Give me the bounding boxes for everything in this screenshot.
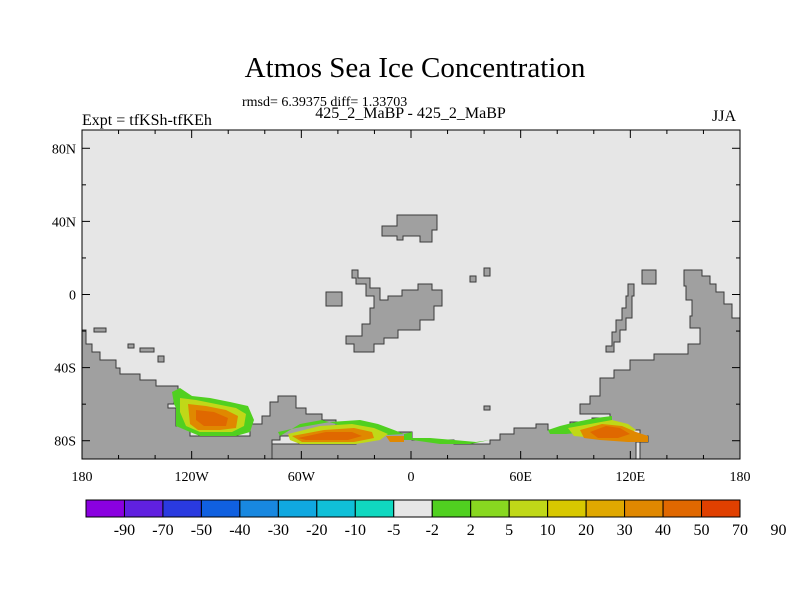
lon-tick-label: 60W bbox=[288, 470, 316, 485]
anomaly-region-weddell-tip bbox=[386, 436, 404, 442]
colorbar-label: -90 bbox=[114, 522, 135, 539]
lon-tick-label: 180 bbox=[72, 470, 93, 485]
lat-tick-label: 80N bbox=[52, 142, 76, 157]
anomaly-region-indian-band bbox=[404, 432, 490, 444]
colorbar-swatch bbox=[123, 499, 164, 518]
colorbar-swatch bbox=[393, 499, 433, 518]
colorbar-label: 50 bbox=[694, 522, 710, 539]
lon-tick-label: 120W bbox=[175, 470, 210, 485]
map-panel: 80N 40N 0 40S 80S 180 120W 60W 0 60E 120E 180 bbox=[52, 129, 751, 485]
colorbar-swatch bbox=[277, 499, 318, 518]
colorbar-swatch bbox=[162, 499, 202, 518]
colorbar-swatch bbox=[624, 499, 664, 518]
lon-tick-label: 120E bbox=[616, 470, 646, 485]
colorbar-swatch bbox=[239, 499, 279, 518]
colorbar-swatch bbox=[508, 499, 549, 518]
lat-tick-label: 80S bbox=[54, 435, 76, 450]
colorbar-label: 70 bbox=[732, 522, 748, 539]
anomaly-region-amundsen-core bbox=[196, 410, 228, 426]
colorbar-swatch bbox=[316, 499, 356, 518]
lat-tick-label: 40S bbox=[54, 362, 76, 377]
chart-title: Atmos Sea Ice Concentration bbox=[244, 52, 586, 84]
colorbar-label: -20 bbox=[306, 522, 327, 539]
colorbar-label: 2 bbox=[467, 522, 475, 539]
colorbar-label: 30 bbox=[617, 522, 633, 539]
lat-tick-label: 40N bbox=[52, 215, 76, 230]
land-island-a bbox=[325, 291, 343, 307]
colorbar-label: 5 bbox=[505, 522, 513, 539]
colorbar-label: -30 bbox=[268, 522, 289, 539]
land-island-c bbox=[483, 267, 491, 277]
land-australia-east bbox=[579, 269, 741, 460]
anomaly-region-east-core bbox=[590, 426, 630, 438]
colorbar-swatch bbox=[662, 499, 703, 518]
colorbar-swatch bbox=[431, 499, 472, 518]
anomaly-contours bbox=[172, 388, 648, 444]
colorbar-label: 40 bbox=[655, 522, 671, 539]
axis-ticks: 80N 40N 0 40S 80S 180 120W 60W 0 60E 120E 180 bbox=[52, 130, 751, 485]
colorbar-swatch bbox=[701, 499, 741, 518]
experiment-subtitle: 425_2_MaBP - 425_2_MaBP bbox=[315, 105, 506, 122]
lon-tick-label: 180 bbox=[730, 470, 751, 485]
land-island-b bbox=[469, 275, 477, 283]
rmsd-diff-stats: rmsd= 6.39375 diff= 1.33703 bbox=[242, 95, 408, 110]
lat-tick-label: 0 bbox=[69, 289, 76, 304]
land-small-islands-mid bbox=[483, 405, 491, 411]
colorbar-swatch bbox=[200, 499, 241, 518]
land-south-america-north bbox=[345, 269, 443, 353]
colorbar-label: 10 bbox=[540, 522, 556, 539]
colorbar-swatch bbox=[85, 499, 125, 518]
land-small-islands-west bbox=[93, 327, 165, 363]
colorbar: -90 -70 -50 -40 -30 -20 -10 -5 -2 2 5 10 20 30 40 50 70 9… bbox=[85, 499, 786, 539]
colorbar-swatch bbox=[354, 499, 395, 518]
colorbar-label: -10 bbox=[345, 522, 366, 539]
colorbar-label: -50 bbox=[191, 522, 212, 539]
colorbar-label: -2 bbox=[426, 522, 439, 539]
season-label: JJA bbox=[712, 108, 737, 125]
land-asia-south bbox=[605, 283, 635, 353]
lon-tick-label: 0 bbox=[408, 470, 415, 485]
land-island-east bbox=[641, 269, 657, 285]
colorbar-swatch bbox=[585, 499, 626, 518]
colorbar-label: 90 bbox=[770, 522, 786, 539]
colorbar-swatch bbox=[547, 499, 587, 518]
colorbar-label: 20 bbox=[578, 522, 594, 539]
lon-tick-label: 60E bbox=[509, 470, 532, 485]
colorbar-swatch bbox=[470, 499, 510, 518]
land-africa bbox=[381, 214, 438, 243]
colorbar-label: -40 bbox=[229, 522, 250, 539]
experiment-label: Expt = tfKSh-tfKEh bbox=[82, 112, 212, 129]
colorbar-label: -70 bbox=[152, 522, 173, 539]
colorbar-label: -5 bbox=[387, 522, 400, 539]
anomaly-region-weddell-core bbox=[298, 432, 362, 440]
